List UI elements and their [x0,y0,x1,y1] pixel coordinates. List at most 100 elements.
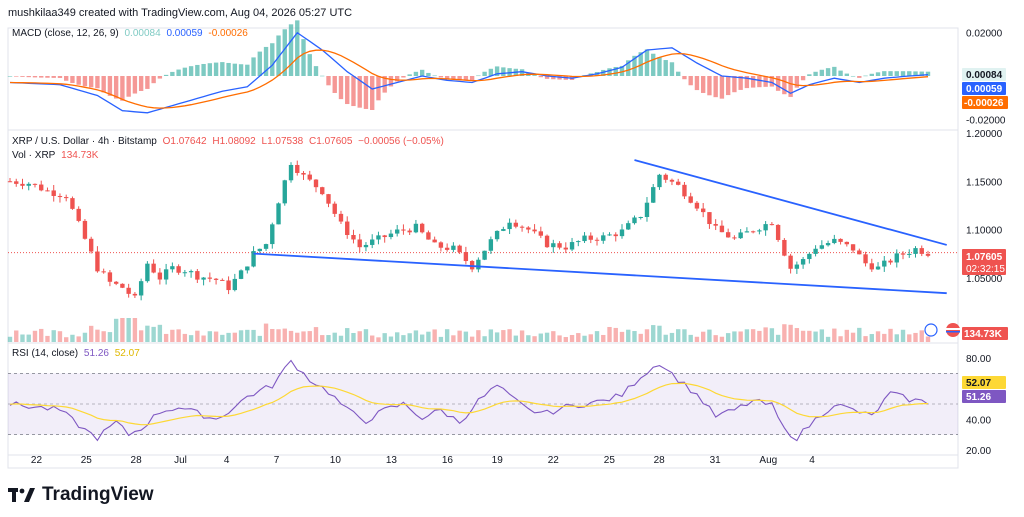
rsi-ma-badge [962,376,1006,389]
events-icons[interactable] [924,323,960,337]
rsi-legend[interactable]: RSI (14, close) 51.26 52.07 [12,348,143,359]
volume-bar [382,333,387,342]
ohlc-close: C1.07605 [309,136,353,147]
us-flag-stripe [946,328,960,330]
macd-histogram-bar [613,66,618,76]
macd-histogram-bar [619,65,625,76]
macd-histogram-bar [388,76,394,87]
macd-histogram-bar [257,51,262,76]
macd-histogram-bar [444,76,450,80]
macd-hist-badge [962,68,1006,81]
macd-histogram-bar [663,60,668,76]
flag-event-icon[interactable] [924,323,938,337]
candle-body [163,269,169,280]
macd-legend-signal: -0.00026 [208,28,248,39]
volume-legend[interactable]: Vol · XRP 134.73K [12,150,101,161]
volume-bar [57,331,63,342]
ohlc-low: L1.07538 [261,136,304,147]
time-axis-tick: 28 [131,455,143,466]
macd-legend[interactable]: MACD (close, 12, 26, 9) 0.00084 0.00059 … [12,28,251,39]
volume-bar [757,330,762,342]
candle-body [288,164,294,181]
volume-bar [725,333,731,342]
macd-histogram-bar [251,57,256,76]
candle-body [88,238,94,252]
macd-histogram-bar [101,76,106,93]
candle-body [863,254,868,264]
volume-bar [832,328,837,342]
volume-bar [669,332,675,342]
candle-body [813,248,818,254]
macd-histogram-bar [338,76,344,100]
volume-bar [307,331,312,342]
volume-bar [557,335,562,342]
candle-body [576,241,581,243]
candle-body [313,179,319,188]
macd-histogram-bar [382,76,387,93]
macd-histogram-bar [494,66,500,76]
candle-body [869,263,874,270]
volume-bar [769,328,775,342]
candle-body [594,239,600,241]
volume-bar [126,318,131,342]
rsi-legend-name: RSI (14, close) [12,348,79,359]
trendline-upper [634,159,947,246]
time-axis-tick: Jul [174,455,187,466]
macd-histogram-bar [601,69,606,76]
candle-body [507,222,512,230]
symbol-description: XRP / U.S. Dollar · 4h · Bitstamp [12,136,157,147]
trendlines[interactable] [253,159,947,295]
volume-bar [657,325,662,342]
macd-histogram-bar [426,72,431,76]
volume-bar [245,329,250,342]
candle-body [226,280,231,291]
candle-body [382,235,387,238]
us-flag-stripe [946,331,960,333]
candle-body [276,203,281,225]
candle-body [807,253,812,260]
macd-histogram-bar [195,64,200,76]
candle-body [320,187,325,195]
price-axis-tick: 1.05000 [966,274,1003,285]
macd-histogram-bar [132,76,138,94]
macd-histogram-bar [719,76,725,99]
candle-body [744,231,750,233]
volume-bar [51,330,56,342]
macd-histogram-bar [732,76,737,93]
volume-bar [863,336,868,342]
macd-histogram-bar [557,76,562,80]
macd-histogram-bar [626,60,631,76]
candle-body [669,179,675,182]
volume-bar [682,329,687,342]
ohlc-high: H1.08092 [212,136,256,147]
volume-bar [875,331,881,342]
candle-body [769,224,775,226]
candle-body [682,184,687,197]
tradingview-wordmark: TradingView [42,484,154,505]
candle-body [632,217,637,224]
price-legend[interactable]: XRP / U.S. Dollar · 4h · Bitstamp O1.076… [12,136,447,147]
volume-bar [794,328,800,342]
candlesticks [7,160,931,301]
volume-bar [313,327,319,342]
volume-bar [238,330,244,342]
volume-bar [688,334,693,342]
volume-bar [444,329,450,342]
macd-histogram-bar [744,76,750,89]
macd-histogram-bar [875,72,881,76]
time-axis-tick: 4 [809,455,815,466]
macd-histogram-bar [320,75,325,77]
volume-bar [288,330,294,342]
candle-body [444,247,450,250]
candle-body [282,180,287,204]
volume-bar [64,337,69,342]
candle-body [64,197,69,199]
tradingview-logo[interactable]: TradingView [8,484,154,506]
candle-body [607,234,612,236]
volume-bar [882,333,887,342]
candle-body [882,260,887,267]
volume-bar [463,331,469,342]
volume-bar [763,327,768,342]
macd-histogram-bar [769,76,775,87]
